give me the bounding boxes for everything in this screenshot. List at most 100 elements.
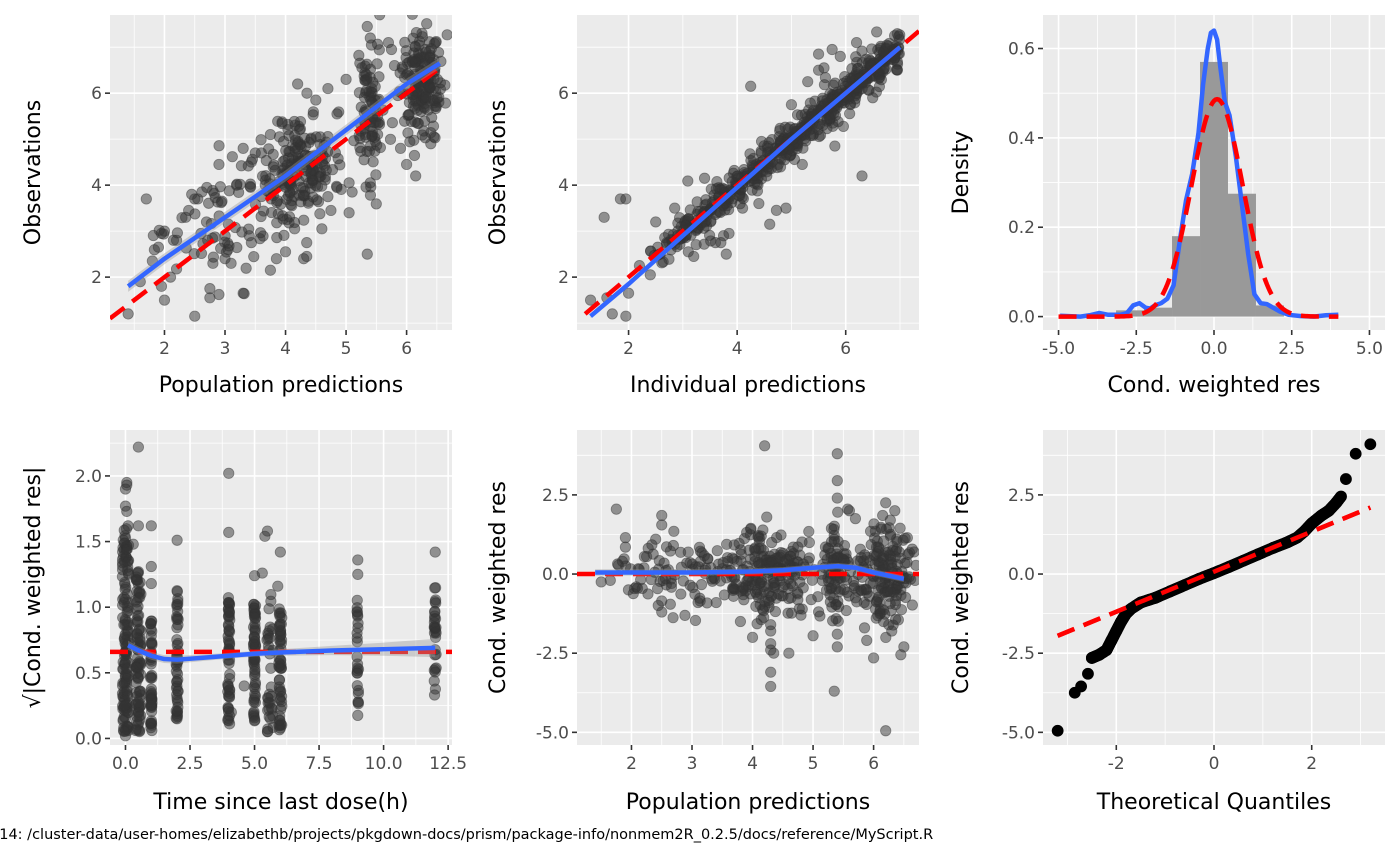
- data-point: [386, 117, 398, 129]
- data-point: [145, 715, 158, 727]
- data-point: [710, 596, 722, 609]
- data-point: [831, 448, 843, 460]
- data-point: [223, 606, 235, 618]
- data-point: [122, 308, 134, 320]
- data-point: [698, 172, 711, 184]
- data-point: [871, 594, 883, 606]
- data-point: [351, 606, 363, 618]
- data-point: [894, 522, 906, 534]
- data-point: [316, 180, 328, 192]
- data-point: [425, 138, 437, 150]
- data-point: [899, 591, 912, 604]
- data-point: [237, 142, 249, 154]
- data-point: [233, 186, 245, 198]
- data-point: [352, 0, 362, 10]
- x-tick-label: 6: [401, 339, 412, 359]
- data-point: [753, 197, 765, 210]
- data-point: [352, 554, 364, 566]
- x-tick-label: 5: [808, 754, 819, 774]
- data-point: [130, 724, 142, 737]
- data-point: [225, 257, 237, 269]
- data-point: [282, 118, 294, 131]
- data-point: [410, 170, 422, 182]
- y-tick-label: 2.5: [1008, 486, 1035, 506]
- x-axis-title: Population predictions: [159, 373, 403, 398]
- data-point: [265, 206, 278, 219]
- data-point: [351, 667, 363, 679]
- data-point: [767, 577, 780, 589]
- data-point: [764, 218, 776, 230]
- data-point: [316, 223, 328, 235]
- data-point: [713, 558, 725, 570]
- data-point: [761, 511, 773, 523]
- y-axis-title: Observations: [21, 100, 46, 245]
- data-point: [622, 287, 635, 299]
- histogram-bar: [1144, 307, 1173, 317]
- y-tick-label: 0.0: [542, 565, 569, 585]
- data-point: [310, 94, 322, 106]
- data-point: [840, 604, 852, 617]
- x-tick-label: 2.5: [1278, 339, 1305, 359]
- data-point: [363, 145, 376, 157]
- data-point: [409, 102, 421, 114]
- data-point: [802, 76, 814, 88]
- data-point: [294, 123, 307, 135]
- data-point: [346, 186, 358, 198]
- data-point: [274, 714, 286, 726]
- data-point: [656, 257, 668, 269]
- data-point: [689, 614, 702, 627]
- data-point: [223, 596, 235, 609]
- data-point: [348, 135, 360, 147]
- reference-line: [110, 66, 442, 321]
- data-point: [889, 505, 901, 517]
- data-point: [753, 542, 765, 555]
- data-point: [325, 204, 337, 217]
- data-point: [838, 548, 850, 560]
- data-point: [735, 548, 747, 560]
- data-point: [287, 184, 299, 196]
- data-point: [826, 43, 838, 56]
- plot-layer: [577, 440, 919, 737]
- data-point: [255, 147, 267, 159]
- data-point: [272, 580, 284, 592]
- data-point: [267, 148, 279, 160]
- data-point: [170, 234, 183, 246]
- data-point: [307, 106, 319, 118]
- data-point: [734, 615, 747, 628]
- data-point: [883, 522, 895, 534]
- data-point: [720, 248, 732, 260]
- data-point: [273, 131, 286, 143]
- data-point: [656, 606, 668, 618]
- data-point: [172, 696, 184, 708]
- data-point: [667, 612, 679, 624]
- data-point: [775, 547, 787, 559]
- data-point: [758, 611, 770, 623]
- data-point: [200, 216, 213, 228]
- data-point: [877, 509, 889, 522]
- data-point: [669, 202, 681, 214]
- data-point: [584, 294, 597, 306]
- data-point: [353, 87, 365, 99]
- data-point: [364, 32, 376, 44]
- data-point: [656, 509, 668, 522]
- data-point: [301, 250, 313, 263]
- data-point: [831, 628, 843, 640]
- data-point: [223, 672, 236, 685]
- data-point: [910, 559, 919, 571]
- data-point: [244, 181, 257, 193]
- data-point: [189, 310, 201, 322]
- data-point: [765, 666, 777, 678]
- qq-point: [1340, 473, 1352, 485]
- data-point: [299, 132, 311, 144]
- y-axis-title: Observations: [486, 100, 511, 245]
- data-point: [254, 227, 267, 239]
- data-point: [752, 531, 764, 543]
- data-point: [131, 614, 143, 626]
- data-point: [795, 109, 808, 121]
- normal-density-reference: [1058, 96, 1339, 319]
- data-point: [352, 698, 364, 710]
- data-point: [119, 730, 132, 742]
- data-point: [243, 230, 255, 242]
- data-point: [172, 637, 184, 650]
- data-point: [352, 568, 364, 580]
